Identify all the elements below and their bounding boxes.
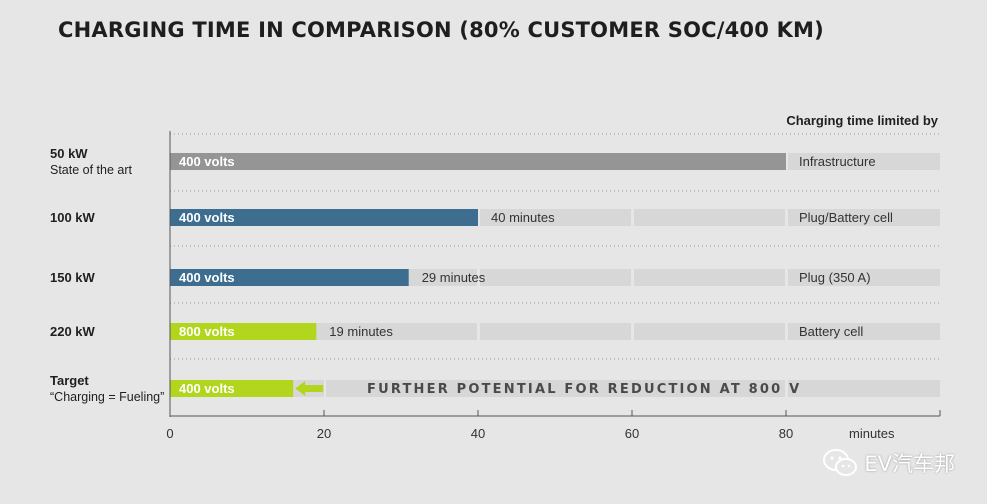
duration-label: 40 minutes: [491, 210, 555, 225]
duration-label: 29 minutes: [422, 270, 486, 285]
track-segment: [480, 269, 631, 286]
row-label: 100 kW: [50, 210, 96, 225]
track-segment: [634, 209, 785, 226]
x-tick-label: 60: [625, 426, 639, 441]
bar-50-kw: [170, 153, 786, 170]
track-segment: [788, 269, 940, 286]
row-sublabel: “Charging = Fueling”: [50, 390, 164, 404]
bar-voltage-label: 400 volts: [179, 154, 235, 169]
bar-150-kw: [170, 269, 409, 286]
bar-100-kw: [170, 209, 478, 226]
row-sublabel: State of the art: [50, 163, 133, 177]
wechat-icon: [823, 449, 858, 476]
track-segment: [788, 209, 940, 226]
track-segment: [480, 209, 631, 226]
watermark-text: EV汽车邦: [864, 452, 955, 476]
bar-voltage-label: 400 volts: [179, 381, 235, 396]
banner-band: [326, 380, 785, 397]
bar-voltage-label: 800 volts: [179, 324, 235, 339]
left-arrow-icon: [295, 381, 324, 396]
x-tick-label: 0: [166, 426, 173, 441]
row-label: Target: [50, 373, 89, 388]
limited-by-label: Plug/Battery cell: [799, 210, 893, 225]
bar-220-kw: [170, 323, 317, 340]
x-tick-label: 20: [317, 426, 331, 441]
bar-voltage-label: 400 volts: [179, 210, 235, 225]
row-label: 220 kW: [50, 324, 96, 339]
limited-by-label: Infrastructure: [799, 154, 876, 169]
x-axis-label: minutes: [849, 426, 895, 441]
limited-by-label: Battery cell: [799, 324, 863, 339]
bar-target: [170, 380, 294, 397]
reduction-banner-text: FURTHER POTENTIAL FOR REDUCTION AT 800 V: [367, 382, 801, 397]
row-labels: 50 kW State of the art 100 kW 150 kW 220 kW T…: [50, 146, 164, 404]
track-segment: [788, 323, 940, 340]
bars: 400 volts Infrastructure 400 volts 40 minut…: [170, 153, 893, 397]
track-segment: [788, 380, 940, 397]
row-label: 50 kW: [50, 146, 88, 161]
bar-voltage-label: 400 volts: [179, 270, 235, 285]
track-segment: [480, 323, 631, 340]
limited-by-header: Charging time limited by: [786, 113, 938, 128]
gridlines: [170, 133, 940, 360]
x-tick-label: 40: [471, 426, 485, 441]
track-segment: [788, 153, 940, 170]
watermark: EV汽车邦: [822, 448, 955, 478]
x-axis: 0 20 40 60 80: [166, 131, 941, 441]
track-segment: [634, 323, 785, 340]
x-tick-label: 80: [779, 426, 793, 441]
track-segment: [634, 269, 785, 286]
duration-label: 19 minutes: [329, 324, 393, 339]
chart-title: CHARGING TIME IN COMPARISON (80% CUSTOME…: [58, 18, 824, 42]
row-label: 150 kW: [50, 270, 96, 285]
limited-by-label: Plug (350 A): [799, 270, 871, 285]
